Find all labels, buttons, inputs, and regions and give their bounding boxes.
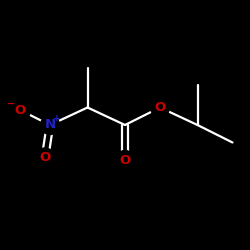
Text: O: O xyxy=(14,104,26,117)
Circle shape xyxy=(10,100,30,120)
Circle shape xyxy=(36,148,54,167)
Circle shape xyxy=(40,116,60,134)
Circle shape xyxy=(150,98,170,117)
Text: −: − xyxy=(7,99,16,109)
Text: +: + xyxy=(53,114,61,123)
Text: O: O xyxy=(40,151,50,164)
Text: O: O xyxy=(154,101,166,114)
Circle shape xyxy=(116,150,134,170)
Text: N: N xyxy=(44,118,56,132)
Text: O: O xyxy=(120,154,130,166)
